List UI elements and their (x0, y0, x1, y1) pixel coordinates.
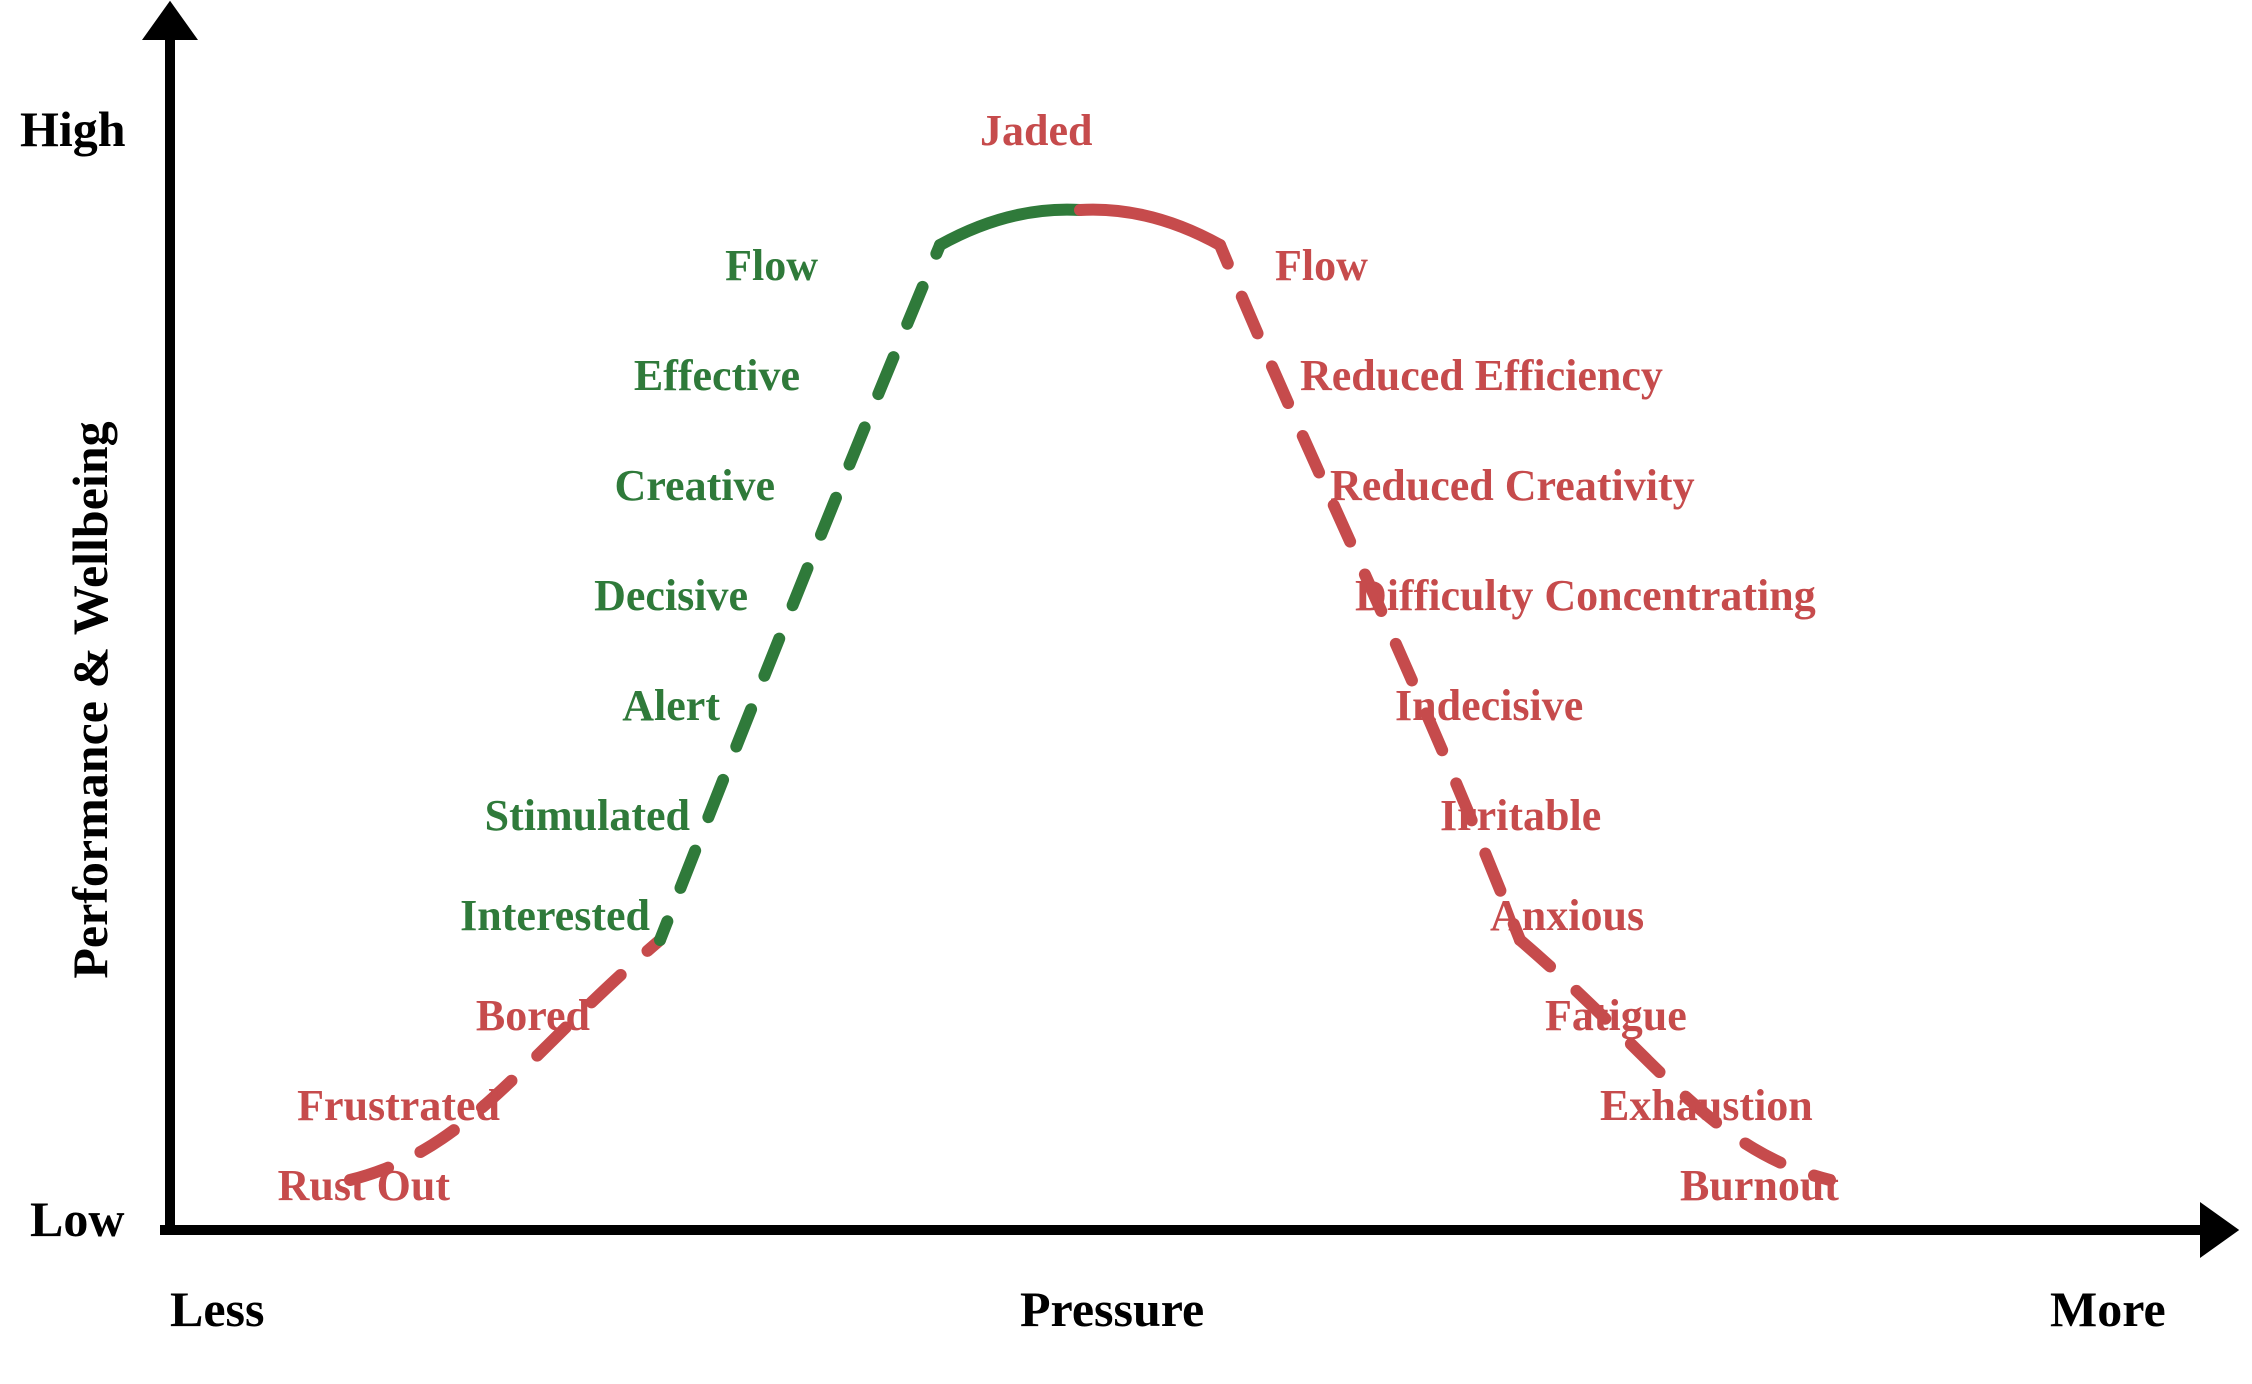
x-min-label: Less (170, 1280, 264, 1338)
y-max-label: High (20, 100, 126, 158)
state-label-left-1: Effective (634, 350, 800, 401)
x-axis-label: Pressure (1020, 1280, 1204, 1338)
state-label-right-3: Difficulty Concentrating (1355, 570, 1816, 621)
state-label-right-4: Indecisive (1395, 680, 1583, 731)
state-label-right-6: Anxious (1490, 890, 1644, 941)
state-label-right-7: Fatigue (1545, 990, 1687, 1041)
y-axis-label: Performance & Wellbeing (61, 421, 119, 978)
x-max-label: More (2050, 1280, 2166, 1338)
state-label-left-4: Alert (622, 680, 720, 731)
state-label-right-8: Exhaustion (1600, 1080, 1813, 1131)
axes (142, 1, 2239, 1258)
state-label-right-0: Flow (1275, 240, 1368, 291)
y-min-label: Low (30, 1190, 124, 1248)
state-label-right-9: Burnout (1680, 1160, 1839, 1211)
state-label-right-1: Reduced Efficiency (1300, 350, 1663, 401)
state-label-left-2: Creative (615, 460, 775, 511)
state-label-right-2: Reduced Creativity (1330, 460, 1695, 511)
stress-performance-chart: Pressure Performance & Wellbeing Less More L… (0, 0, 2252, 1384)
state-label-left-8: Frustrated (297, 1080, 500, 1131)
state-label-left-3: Decisive (594, 570, 748, 621)
state-label-right-5: Irritable (1440, 790, 1601, 841)
state-label-left-9: Rust Out (278, 1160, 450, 1211)
state-label-left-5: Stimulated (485, 790, 690, 841)
state-label-left-0: Flow (725, 240, 818, 291)
state-label-peak: Jaded (980, 105, 1092, 156)
state-label-left-6: Interested (460, 890, 650, 941)
state-label-left-7: Bored (476, 990, 590, 1041)
